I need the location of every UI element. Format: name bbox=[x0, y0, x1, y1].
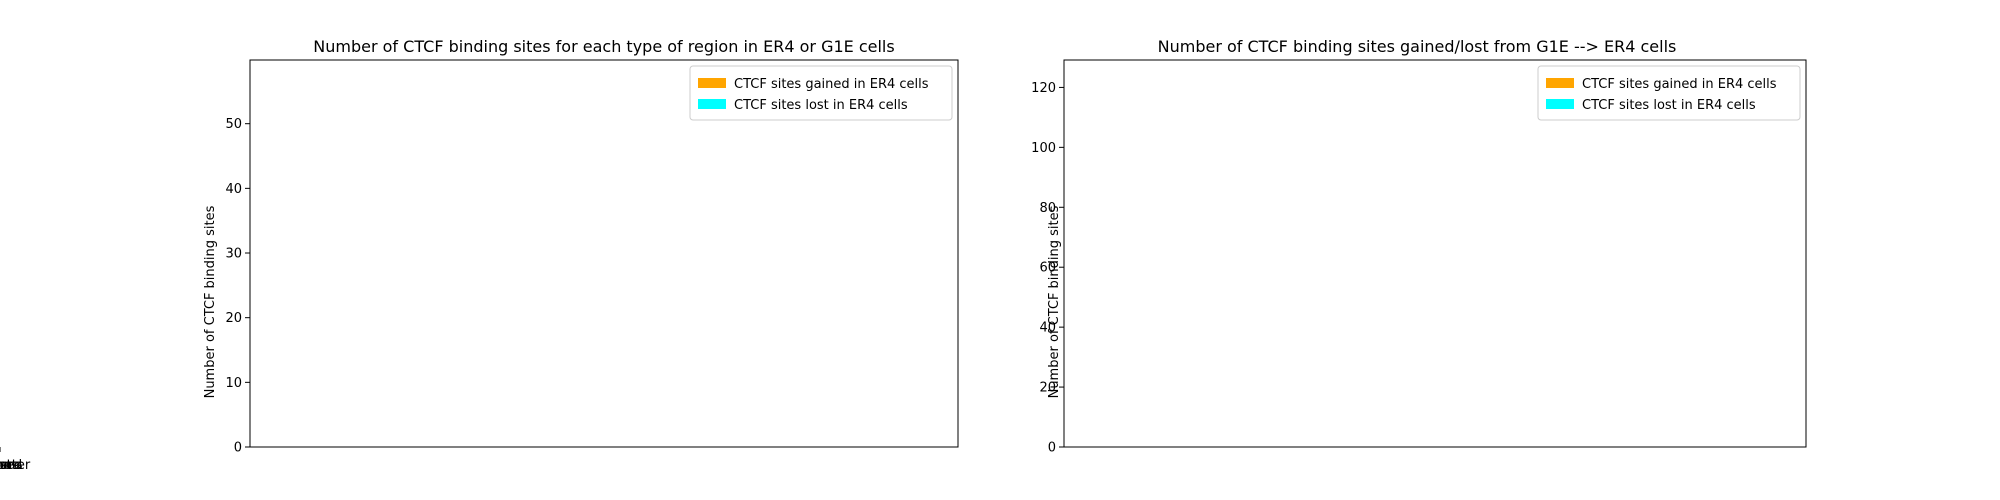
y-tick-label: 40 bbox=[225, 182, 242, 197]
y-tick-label: 50 bbox=[225, 117, 242, 132]
legend-label: CTCF sites lost in ER4 cells bbox=[734, 98, 908, 113]
y-tick-label: 20 bbox=[225, 311, 242, 326]
y-tick-label: 100 bbox=[1031, 141, 1056, 156]
y-tick-label: 80 bbox=[1039, 201, 1056, 216]
legend-swatch bbox=[1546, 99, 1574, 109]
y-tick-label: 10 bbox=[225, 376, 242, 391]
y-tick-label: 30 bbox=[225, 247, 242, 262]
legend-label: CTCF sites gained in ER4 cells bbox=[734, 77, 929, 92]
chart-title: Number of CTCF binding sites gained/lost… bbox=[1158, 37, 1677, 56]
y-tick-label: 0 bbox=[1048, 441, 1056, 456]
legend-label: CTCF sites lost in ER4 cells bbox=[1582, 98, 1756, 113]
y-tick-label: 0 bbox=[234, 441, 242, 456]
y-axis-label: Number of CTCF binding sites bbox=[203, 205, 218, 398]
y-tick-label: 60 bbox=[1039, 261, 1056, 276]
y-tick-label: 120 bbox=[1031, 81, 1056, 96]
y-tick-label: 40 bbox=[1039, 321, 1056, 336]
legend-swatch bbox=[1546, 78, 1574, 88]
y-tick-label: 20 bbox=[1039, 381, 1056, 396]
legend-swatch bbox=[698, 99, 726, 109]
x-tick-label: lost bbox=[0, 458, 12, 473]
chart-title: Number of CTCF binding sites for each ty… bbox=[313, 37, 894, 56]
legend-label: CTCF sites gained in ER4 cells bbox=[1582, 77, 1777, 92]
legend-swatch bbox=[698, 78, 726, 88]
y-axis-label: Number of CTCF binding sites bbox=[1047, 205, 1062, 398]
